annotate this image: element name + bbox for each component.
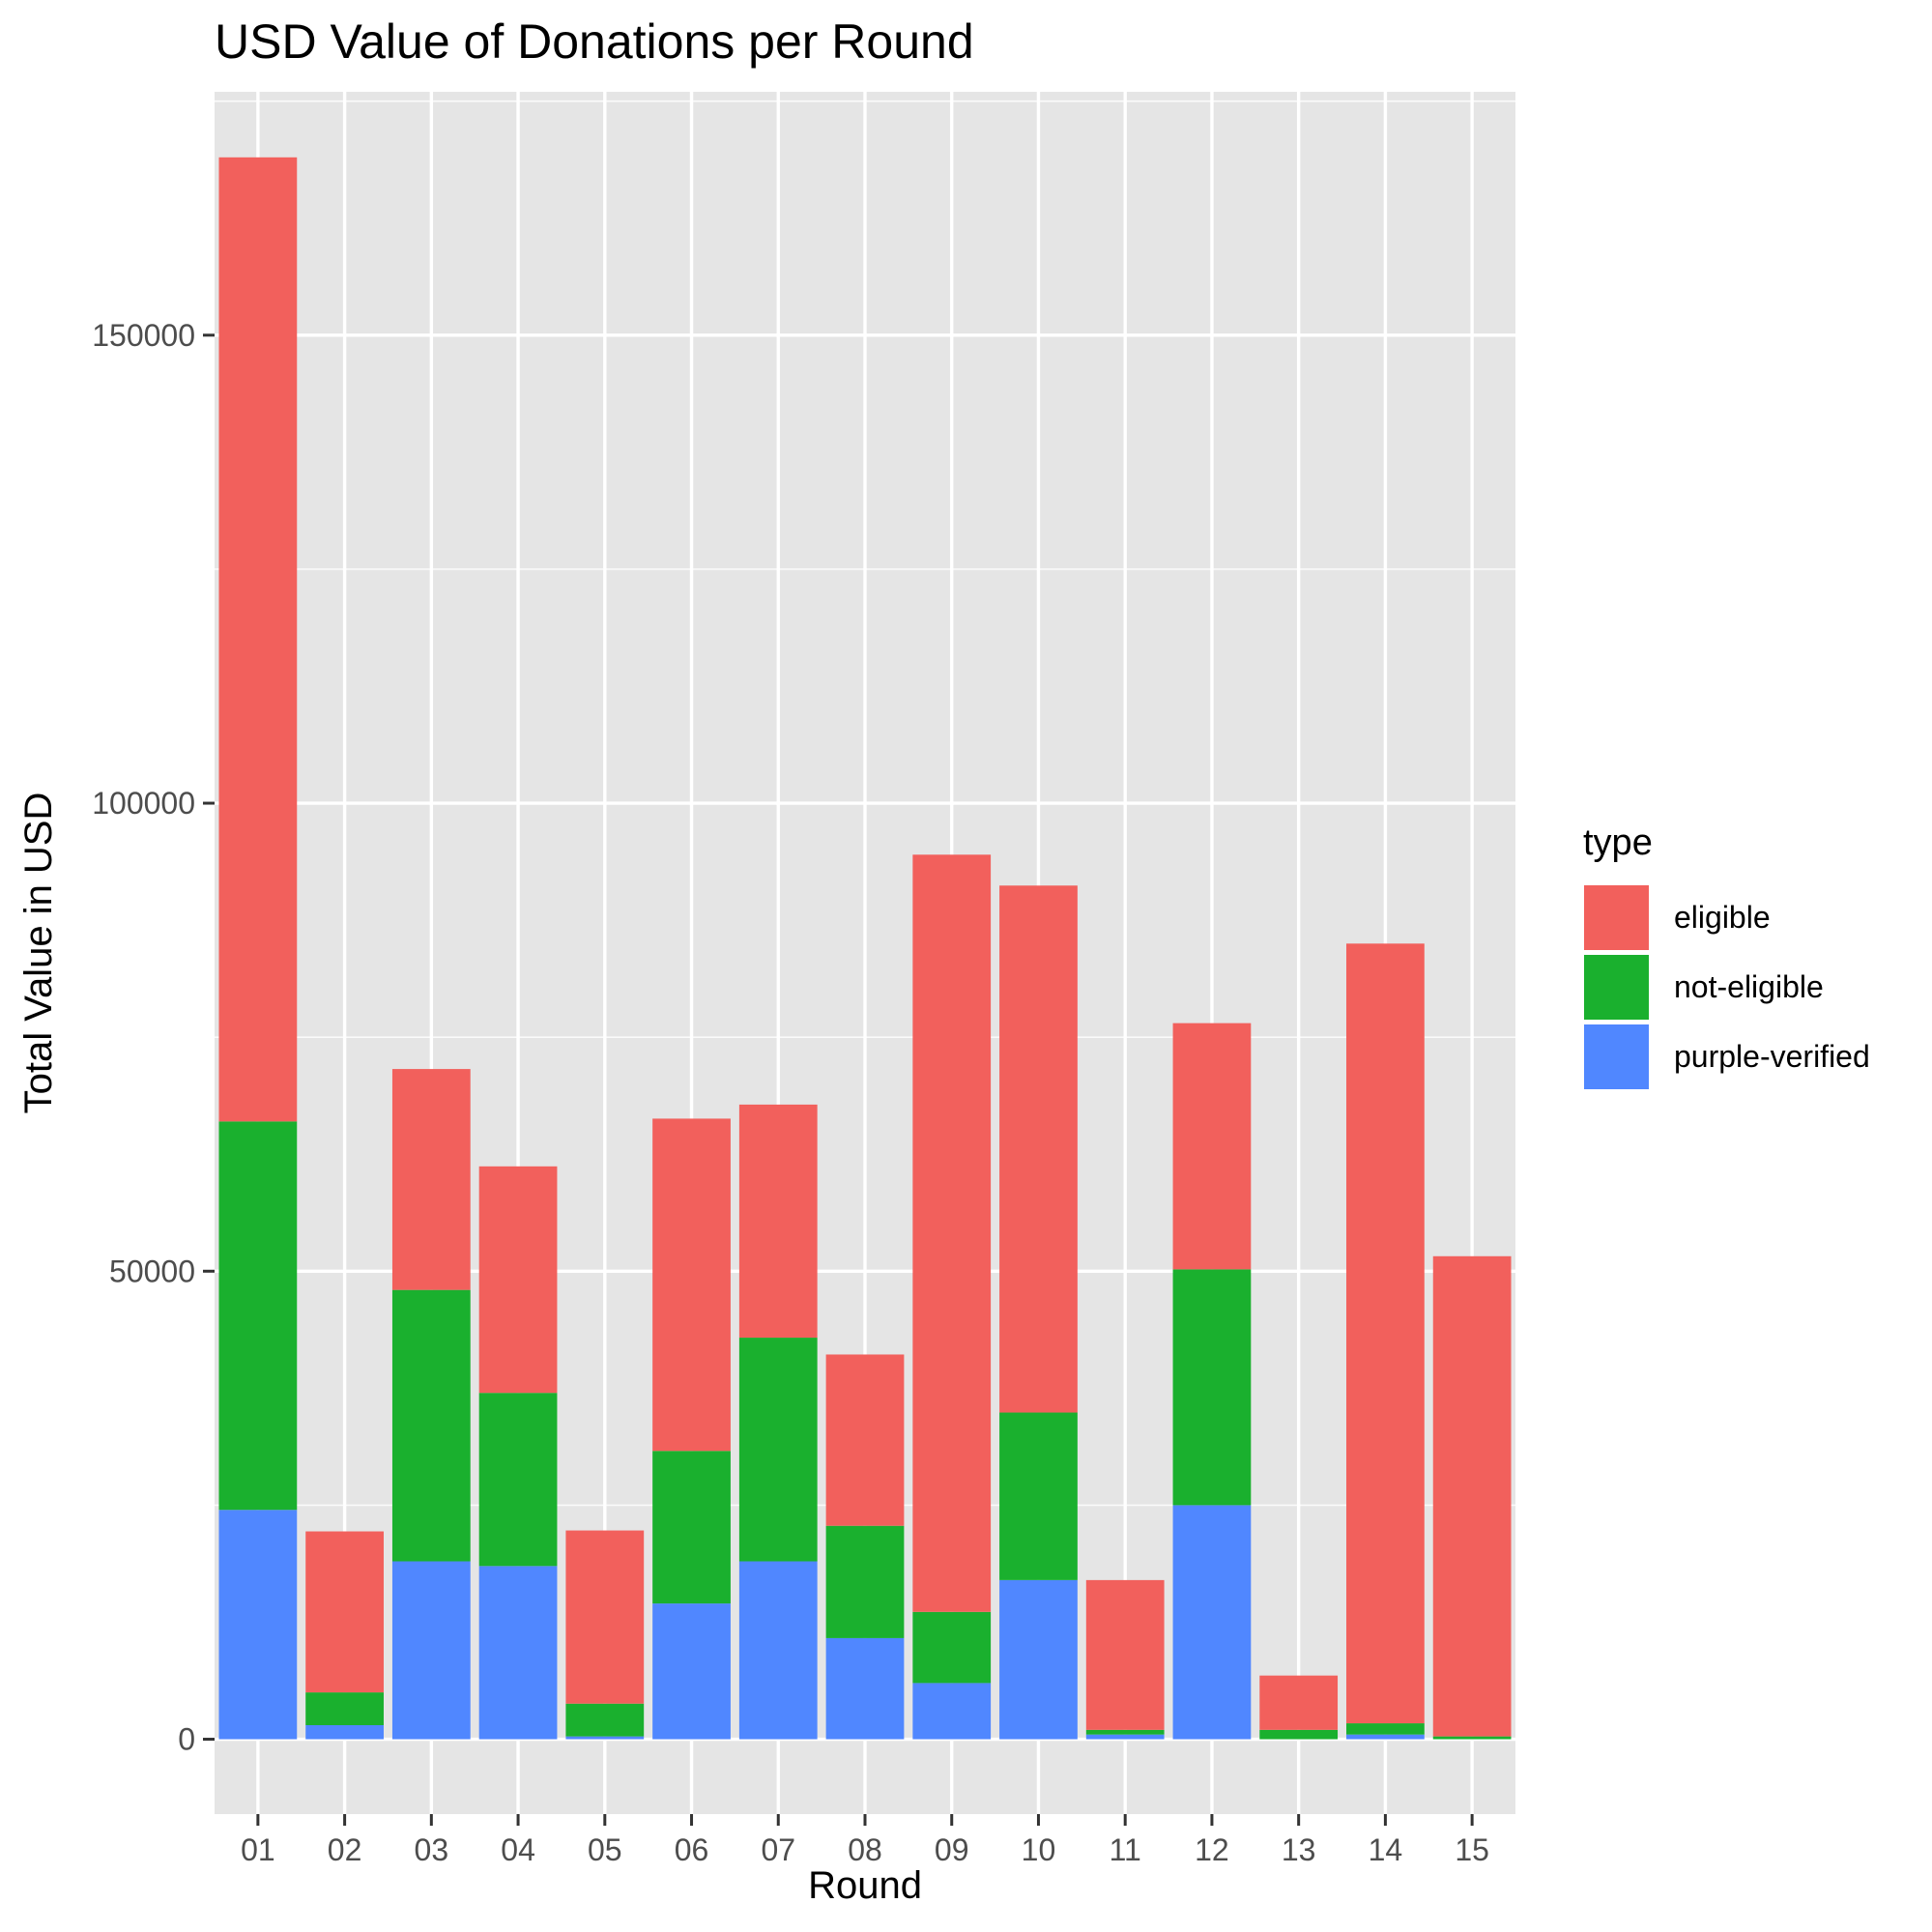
- legend-title: type: [1583, 822, 1653, 863]
- bar-08-not-eligible: [825, 1525, 905, 1638]
- bar-14-eligible: [1346, 943, 1425, 1724]
- y-axis: 0 50000 100000 150000: [92, 318, 215, 1757]
- bar-11-eligible: [1085, 1579, 1165, 1730]
- chart-title: USD Value of Donations per Round: [215, 14, 974, 69]
- bar-01-not-eligible: [218, 1121, 298, 1511]
- bar-06-not-eligible: [652, 1451, 731, 1604]
- bar-01-eligible: [218, 157, 298, 1122]
- legend-key-eligible: [1582, 883, 1651, 952]
- bar-11-not-eligible: [1085, 1729, 1165, 1735]
- x-tick-label-06: 06: [675, 1832, 709, 1867]
- bar-02-purple-verified: [305, 1724, 384, 1740]
- x-tick-label-09: 09: [935, 1832, 969, 1867]
- x-tick-label-02: 02: [328, 1832, 362, 1867]
- bar-09-purple-verified: [912, 1683, 992, 1740]
- bar-04-not-eligible: [478, 1393, 558, 1567]
- x-tick-label-07: 07: [761, 1832, 795, 1867]
- y-tick-label-0: 0: [178, 1722, 195, 1757]
- bar-05-not-eligible: [565, 1703, 645, 1737]
- y-tick-label-1: 50000: [109, 1254, 195, 1288]
- x-tick-label-12: 12: [1195, 1832, 1229, 1867]
- x-tick-label-15: 15: [1455, 1832, 1489, 1867]
- bar-07-not-eligible: [738, 1338, 818, 1562]
- bar-07-eligible: [738, 1104, 818, 1339]
- bar-10-not-eligible: [999, 1412, 1078, 1580]
- bar-06-eligible: [652, 1118, 731, 1452]
- x-tick-label-03: 03: [415, 1832, 449, 1867]
- legend-label-purple-verified: purple-verified: [1674, 1039, 1870, 1074]
- bar-15-eligible: [1432, 1255, 1512, 1737]
- bar-12-eligible: [1172, 1023, 1252, 1270]
- bar-14-not-eligible: [1346, 1723, 1425, 1735]
- x-tick-label-10: 10: [1022, 1832, 1056, 1867]
- bar-09-eligible: [912, 854, 992, 1612]
- bar-15-not-eligible: [1432, 1736, 1512, 1740]
- bar-03-eligible: [391, 1069, 471, 1290]
- bar-05-eligible: [565, 1530, 645, 1704]
- x-tick-label-14: 14: [1369, 1832, 1403, 1867]
- legend-key-purple-verified: [1582, 1023, 1651, 1091]
- bar-04-eligible: [478, 1166, 558, 1394]
- bar-14-purple-verified: [1346, 1734, 1425, 1740]
- x-tick-label-01: 01: [241, 1832, 275, 1867]
- y-tick-label-3: 150000: [92, 318, 195, 353]
- bar-09-not-eligible: [912, 1611, 992, 1684]
- bar-13-eligible: [1259, 1675, 1339, 1730]
- bar-10-eligible: [999, 885, 1078, 1413]
- x-tick-label-05: 05: [588, 1832, 622, 1867]
- legend-key-not-eligible: [1582, 953, 1651, 1022]
- bar-10-purple-verified: [999, 1579, 1078, 1740]
- x-tick-label-11: 11: [1110, 1832, 1141, 1867]
- bar-03-purple-verified: [391, 1561, 471, 1740]
- legend-label-not-eligible: not-eligible: [1674, 969, 1824, 1004]
- bar-08-eligible: [825, 1354, 905, 1526]
- bar-02-eligible: [305, 1531, 384, 1693]
- legend-label-eligible: eligible: [1674, 900, 1771, 935]
- bar-13-not-eligible: [1259, 1729, 1339, 1740]
- x-axis: 01 02 03 04 05 06 07 08 09 10 11 12 13 14 15: [241, 1814, 1489, 1867]
- bar-03-not-eligible: [391, 1289, 471, 1562]
- bar-07-purple-verified: [738, 1561, 818, 1740]
- x-axis-title: Round: [808, 1864, 922, 1907]
- y-tick-label-2: 100000: [92, 786, 195, 821]
- bar-12-not-eligible: [1172, 1269, 1252, 1506]
- x-tick-label-13: 13: [1282, 1832, 1316, 1867]
- x-tick-label-04: 04: [501, 1832, 535, 1867]
- bar-02-not-eligible: [305, 1692, 384, 1725]
- bar-06-purple-verified: [652, 1603, 731, 1740]
- bar-08-purple-verified: [825, 1637, 905, 1740]
- bar-01-purple-verified: [218, 1510, 298, 1740]
- y-axis-title: Total Value in USD: [17, 793, 60, 1114]
- bar-04-purple-verified: [478, 1566, 558, 1740]
- bar-05-purple-verified: [565, 1736, 645, 1740]
- bar-11-purple-verified: [1085, 1734, 1165, 1740]
- bar-12-purple-verified: [1172, 1505, 1252, 1740]
- x-tick-label-08: 08: [848, 1832, 882, 1867]
- legend: type eligible not-eligible purple-verified: [1582, 822, 1870, 1091]
- bars: [218, 157, 1512, 1740]
